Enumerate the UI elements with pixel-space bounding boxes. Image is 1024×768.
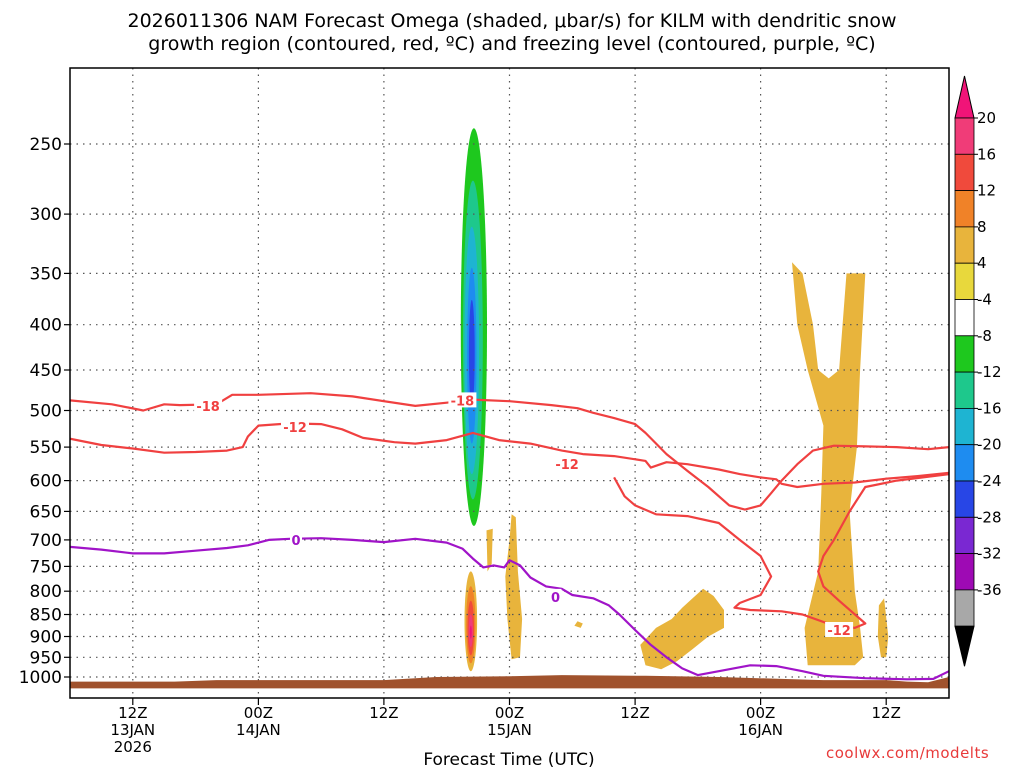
colorbar-label-1: 16 bbox=[977, 145, 996, 163]
x-tick-label-6-3: 2026 bbox=[114, 738, 152, 756]
contour-label-bg-2 bbox=[448, 392, 477, 408]
omega-region-5 bbox=[877, 598, 889, 658]
colorbar-swatch-2 bbox=[954, 190, 975, 228]
x-tick-label-54-1: 12Z bbox=[620, 704, 649, 722]
colorbar-label-0: 20 bbox=[977, 109, 996, 127]
contour-labels: -18 -12 -18 -12 -12 0 0 bbox=[194, 392, 854, 639]
contour-label-5: 0 bbox=[291, 534, 300, 549]
contour-dgz-lower-1 bbox=[70, 422, 949, 489]
colorbar-label-5: -4 bbox=[977, 291, 992, 309]
y-tick-label-550: 550 bbox=[30, 438, 62, 458]
colorbar-swatch-5 bbox=[954, 299, 975, 337]
contour-freezing-3 bbox=[70, 537, 949, 681]
colorbar: 20 16 12 8 4 -4 -8 -12 -16 -20 -24 -28 -32 -36 bbox=[954, 75, 1002, 667]
colorbar-label-7: -12 bbox=[977, 363, 1002, 381]
colorbar-top-arrow bbox=[954, 75, 975, 119]
omega-region-4 bbox=[792, 262, 866, 666]
x-axis-title: Forecast Time (UTC) bbox=[423, 750, 594, 768]
y-tick-label-750: 750 bbox=[30, 557, 62, 577]
chart-title-line1: 2026011306 NAM Forecast Omega (shaded, μ… bbox=[127, 10, 897, 32]
colorbar-label-11: -28 bbox=[977, 508, 1002, 526]
colorbar-swatch-12 bbox=[954, 553, 975, 591]
ground-fill bbox=[70, 675, 949, 689]
colorbar-swatch-6 bbox=[954, 335, 975, 373]
omega-region-0 bbox=[486, 528, 493, 572]
y-tick-label-450: 450 bbox=[30, 361, 62, 381]
omega-region-1 bbox=[505, 514, 523, 660]
colorbar-swatch-0 bbox=[954, 117, 975, 155]
x-tick-label-18-1: 00Z bbox=[244, 704, 273, 722]
x-tick-label-42-2: 15JAN bbox=[487, 721, 532, 739]
contour-label-2: -18 bbox=[451, 394, 475, 409]
colorbar-swatch-7 bbox=[954, 371, 975, 409]
y-tick-label-700: 700 bbox=[30, 531, 62, 551]
contour-label-0: -18 bbox=[196, 400, 220, 415]
colorbar-swatch-1 bbox=[954, 153, 975, 192]
omega-region-2 bbox=[574, 621, 583, 628]
colorbar-label-9: -20 bbox=[977, 436, 1002, 454]
colorbar-label-8: -16 bbox=[977, 399, 1002, 417]
contour-dgz-loop-2 bbox=[613, 473, 949, 630]
y-tick-label-350: 350 bbox=[30, 264, 62, 284]
chart-title-line2: growth region (contoured, red, ºC) and f… bbox=[148, 33, 876, 55]
contour-label-bg-3 bbox=[553, 456, 582, 472]
grid-lines bbox=[70, 68, 949, 698]
colorbar-swatch-10 bbox=[954, 480, 975, 518]
x-tick-label-78-1: 12Z bbox=[872, 704, 901, 722]
contour-dgz-upper-0 bbox=[70, 392, 949, 511]
colorbar-swatch-13 bbox=[954, 589, 975, 627]
contour-label-3: -12 bbox=[555, 458, 579, 473]
y-tick-label-250: 250 bbox=[30, 135, 62, 155]
colorbar-bottom-arrow bbox=[954, 625, 975, 667]
x-tick-label-66-2: 16JAN bbox=[738, 721, 783, 739]
colorbar-swatch-9 bbox=[954, 444, 975, 482]
contour-label-bg-5 bbox=[290, 531, 302, 547]
credit-text: coolwx.com/modelts bbox=[826, 744, 990, 762]
colorbar-swatch-11 bbox=[954, 516, 975, 554]
colorbar-label-6: -8 bbox=[977, 327, 992, 345]
contour-label-bg-4 bbox=[825, 622, 854, 637]
contour-label-bg-6 bbox=[549, 588, 562, 604]
omega-region-3 bbox=[640, 588, 724, 670]
y-tick-label-300: 300 bbox=[30, 205, 62, 225]
y-tick-label-400: 400 bbox=[30, 316, 62, 336]
x-tick-label-42-1: 00Z bbox=[495, 704, 524, 722]
x-tick-label-6-1: 12Z bbox=[118, 704, 147, 722]
contour-label-bg-0 bbox=[194, 397, 223, 413]
y-tick-label-850: 850 bbox=[30, 606, 62, 626]
omega-shading bbox=[460, 128, 889, 672]
y-tick-label-650: 650 bbox=[30, 502, 62, 522]
y-axis: 2503003504004505005506006507007508008509… bbox=[19, 135, 70, 688]
contour-label-4: -12 bbox=[827, 624, 851, 639]
contour-lines bbox=[70, 392, 949, 681]
x-tick-label-6-2: 13JAN bbox=[110, 721, 155, 739]
omega-core-4 bbox=[468, 299, 475, 407]
y-tick-label-600: 600 bbox=[30, 472, 62, 492]
omega-core-9 bbox=[469, 625, 472, 639]
x-tick-label-66-1: 00Z bbox=[746, 704, 775, 722]
colorbar-label-2: 12 bbox=[977, 182, 996, 200]
x-tick-label-30-1: 12Z bbox=[369, 704, 398, 722]
y-tick-label-950: 950 bbox=[30, 648, 62, 668]
colorbar-label-10: -24 bbox=[977, 472, 1002, 490]
colorbar-swatch-3 bbox=[954, 226, 975, 264]
colorbar-label-13: -36 bbox=[977, 581, 1002, 599]
y-tick-label-1000: 1000 bbox=[19, 668, 62, 688]
colorbar-swatch-8 bbox=[954, 407, 975, 446]
contour-label-6: 0 bbox=[551, 591, 560, 606]
colorbar-label-3: 8 bbox=[977, 218, 987, 236]
y-tick-label-500: 500 bbox=[30, 402, 62, 422]
ground-terrain bbox=[70, 675, 949, 689]
y-tick-label-800: 800 bbox=[30, 582, 62, 602]
colorbar-label-12: -32 bbox=[977, 545, 1002, 563]
y-tick-label-900: 900 bbox=[30, 628, 62, 648]
contour-label-1: -12 bbox=[283, 421, 307, 436]
x-tick-label-18-2: 14JAN bbox=[236, 721, 281, 739]
colorbar-swatch-4 bbox=[954, 262, 975, 300]
contour-label-bg-1 bbox=[281, 419, 309, 435]
colorbar-label-4: 4 bbox=[977, 254, 987, 272]
